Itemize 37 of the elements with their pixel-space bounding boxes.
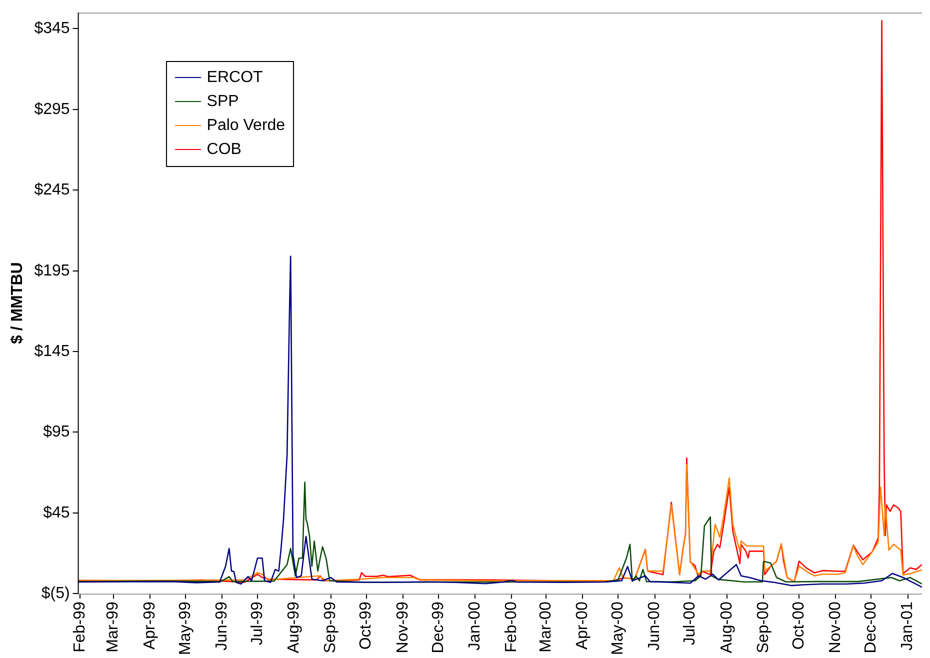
x-tick-label: Sep-99 (322, 602, 340, 654)
legend-label: COB (206, 140, 242, 159)
x-tick-label: Feb-00 (503, 602, 520, 652)
y-tick-label: $95 (43, 424, 70, 441)
y-tick-label: $295 (34, 100, 70, 118)
y-tick-label: $(5) (41, 585, 70, 602)
y-axis-title: $ / MMTBU (9, 262, 26, 344)
x-tick-label: Aug-99 (286, 602, 303, 654)
y-tick-label: $145 (34, 342, 70, 360)
y-tick-label: $45 (43, 504, 70, 522)
x-tick-label: Oct-99 (358, 602, 375, 650)
x-tick-label: Nov-99 (394, 602, 412, 654)
x-tick-label: Jun-99 (213, 602, 230, 651)
x-tick-label: Feb-99 (72, 602, 89, 652)
y-tick-label: $245 (34, 182, 70, 199)
legend-label: Palo Verde (206, 116, 286, 135)
x-tick-label: Nov-00 (827, 602, 844, 654)
x-tick-label: Jun-00 (646, 602, 664, 651)
x-tick-label: Oct-00 (790, 602, 808, 650)
x-tick-label: May-00 (610, 602, 627, 656)
y-tick-label: $195 (34, 262, 70, 280)
x-tick-label: Jan-00 (466, 602, 484, 651)
x-tick-label: Apr-99 (141, 602, 158, 650)
x-tick-label: Dec-99 (430, 602, 447, 654)
x-tick-label: Sep-00 (754, 602, 772, 654)
x-tick-label: Mar-99 (104, 602, 122, 652)
x-tick-label: Jul-00 (682, 602, 699, 646)
x-tick-label: Mar-00 (537, 602, 554, 652)
x-tick-label: Dec-00 (862, 602, 880, 654)
x-tick-label: Apr-00 (574, 602, 592, 650)
x-tick-label: Aug-00 (718, 602, 736, 654)
x-tick-label: Jan-01 (899, 602, 916, 651)
y-tick-label: $345 (34, 20, 70, 38)
legend-label: ERCOT (206, 68, 263, 87)
x-tick-label: May-99 (176, 602, 194, 656)
legend-label: SPP (206, 92, 239, 111)
x-tick-label: Jul-99 (248, 602, 266, 646)
